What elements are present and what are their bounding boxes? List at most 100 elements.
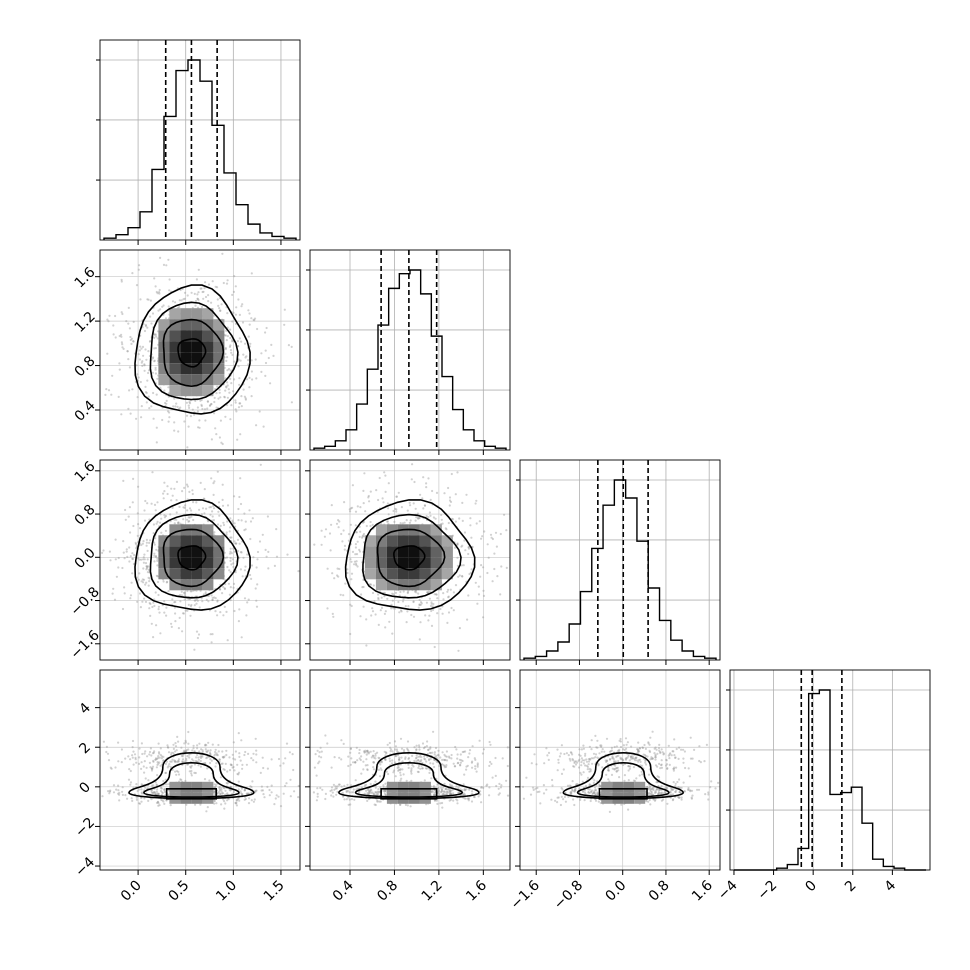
scatter-point — [175, 749, 178, 752]
scatter-point — [229, 559, 232, 563]
scatter-point — [166, 410, 170, 413]
scatter-point — [371, 607, 374, 610]
scatter-point — [441, 522, 444, 525]
scatter-point — [246, 553, 249, 556]
scatter-point — [167, 590, 170, 593]
scatter-point — [207, 520, 210, 523]
scatter-point — [413, 746, 416, 749]
scatter-point — [151, 767, 154, 770]
scatter-point — [401, 768, 404, 771]
scatter-point — [130, 797, 133, 800]
scatter-point — [207, 594, 210, 598]
scatter-point — [249, 520, 253, 523]
scatter-point — [358, 757, 361, 760]
scatter-point — [239, 759, 242, 762]
scatter-point — [153, 347, 156, 350]
scatter-point — [332, 783, 335, 787]
scatter-point — [218, 588, 222, 591]
scatter-point — [255, 761, 258, 764]
scatter-point — [256, 327, 259, 331]
scatter-point — [142, 567, 145, 570]
scatter-point — [428, 771, 431, 775]
scatter-point — [369, 524, 372, 528]
scatter-point — [405, 519, 408, 522]
scatter-point — [446, 790, 449, 794]
scatter-point — [231, 766, 234, 769]
scatter-point — [157, 593, 160, 597]
scatter-point — [491, 776, 494, 779]
scatter-point — [582, 762, 586, 765]
scatter-point — [153, 333, 156, 336]
density-cell — [202, 352, 214, 364]
scatter-point — [269, 382, 272, 385]
scatter-point — [468, 749, 472, 752]
scatter-point — [132, 340, 135, 343]
scatter-point — [316, 787, 319, 790]
scatter-point — [149, 766, 152, 769]
density-cell — [191, 352, 203, 364]
scatter-point — [229, 571, 232, 574]
scatter-point — [250, 370, 253, 373]
scatter-point — [237, 406, 241, 409]
scatter-point — [263, 796, 266, 799]
scatter-point — [230, 382, 233, 385]
scatter-point — [415, 744, 418, 747]
scatter-point — [222, 614, 225, 617]
scatter-point — [241, 767, 244, 770]
scatter-point — [163, 788, 166, 791]
scatter-point — [169, 765, 172, 768]
scatter-point — [140, 761, 143, 764]
scatter-point — [154, 285, 157, 288]
scatter-point — [147, 350, 150, 353]
scatter-point — [362, 760, 365, 763]
contour-line — [177, 338, 207, 368]
scatter-point — [196, 599, 199, 602]
scatter-point — [362, 768, 365, 771]
scatter-point — [461, 544, 464, 547]
scatter-point — [660, 784, 663, 788]
scatter-point — [219, 776, 222, 779]
scatter-point — [153, 552, 156, 555]
scatter-point — [127, 407, 130, 410]
scatter-point — [225, 556, 229, 559]
scatter-point — [121, 786, 124, 789]
scatter-point — [483, 530, 486, 533]
scatter-point — [168, 416, 171, 419]
scatter-point — [213, 507, 216, 510]
scatter-point — [433, 593, 436, 596]
density-cell — [169, 557, 181, 569]
scatter-point — [445, 755, 448, 758]
scatter-point — [162, 800, 165, 803]
density-cell — [202, 308, 214, 320]
scatter-point — [406, 591, 409, 595]
scatter-point — [239, 433, 242, 436]
scatter-point — [144, 323, 147, 327]
scatter-point — [324, 797, 327, 801]
scatter-point — [255, 424, 258, 427]
scatter-point — [140, 543, 143, 547]
scatter-point — [151, 605, 154, 609]
scatter-point — [362, 532, 366, 536]
scatter-point — [189, 765, 192, 768]
scatter-point — [400, 610, 403, 613]
scatter-point — [193, 413, 196, 416]
scatter-point — [395, 508, 398, 511]
scatter-point — [201, 290, 204, 294]
scatter-point — [369, 583, 373, 586]
scatter-point — [251, 378, 254, 381]
scatter-point — [146, 571, 149, 574]
scatter-point — [383, 595, 386, 598]
scatter-point — [432, 608, 435, 612]
scatter-point — [429, 604, 433, 608]
scatter-point — [494, 756, 497, 760]
scatter-point — [680, 798, 683, 801]
scatter-point — [658, 762, 661, 766]
scatter-point — [203, 498, 206, 501]
density-cell — [430, 568, 442, 580]
scatter-point — [177, 760, 180, 763]
scatter-point — [199, 756, 203, 760]
scatter-point — [421, 742, 425, 745]
scatter-point — [505, 779, 508, 782]
scatter-point — [476, 763, 479, 767]
scatter-point — [121, 793, 124, 797]
